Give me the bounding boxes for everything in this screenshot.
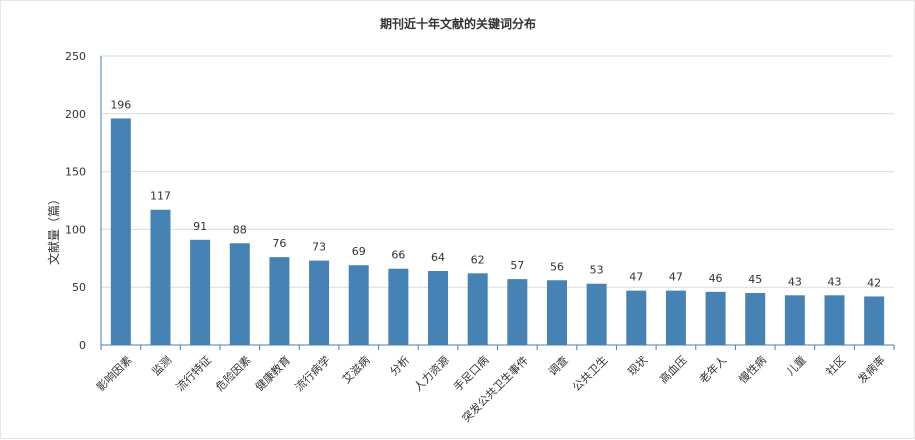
y-axis-ticks: 0 50 100 150 200 250 — [65, 50, 86, 352]
bar — [428, 271, 449, 345]
x-tick-label: 社区 — [823, 353, 848, 378]
bar — [309, 260, 330, 345]
y-tick-label: 250 — [65, 50, 86, 63]
data-label: 45 — [748, 273, 762, 286]
x-tick-label: 突发公共卫生事件 — [459, 353, 531, 425]
data-label: 64 — [431, 251, 445, 264]
data-label: 43 — [828, 275, 842, 288]
x-tick-label: 人力资源 — [411, 353, 452, 394]
bar — [110, 118, 131, 345]
chart-title: 期刊近十年文献的关键词分布 — [380, 16, 536, 31]
x-tick-label: 影响因素 — [94, 354, 134, 394]
data-label: 69 — [352, 245, 366, 258]
data-label: 73 — [312, 241, 326, 254]
data-label: 88 — [233, 223, 247, 236]
x-tick-label: 健康教育 — [252, 353, 293, 394]
bar — [229, 243, 250, 345]
x-tick-label: 调查 — [545, 353, 570, 378]
grid-lines — [101, 55, 894, 288]
x-tick-label: 老年人 — [696, 353, 729, 386]
x-tick-label: 发病率 — [855, 353, 888, 386]
x-tick-label: 现状 — [625, 353, 650, 378]
data-label: 57 — [510, 259, 524, 272]
bar — [586, 283, 607, 345]
x-tick-label: 危险因素 — [213, 353, 254, 394]
data-label: 76 — [272, 237, 286, 250]
x-tick-label: 儿童 — [783, 353, 808, 378]
x-tick-label: 高血压 — [656, 353, 689, 386]
bar — [745, 292, 766, 345]
data-label: 47 — [629, 271, 643, 284]
data-label: 56 — [550, 260, 564, 273]
bar — [546, 280, 567, 345]
bar — [150, 209, 171, 345]
data-label: 53 — [590, 264, 604, 277]
data-label: 62 — [471, 253, 485, 266]
x-tick-label: 监测 — [150, 354, 175, 379]
data-label: 91 — [193, 220, 207, 233]
data-label: 46 — [709, 272, 723, 285]
data-label: 66 — [391, 249, 405, 262]
data-labels: 196 117 91 88 76 73 69 66 64 62 57 56 53 47 47 46 45 43 43… — [110, 98, 881, 289]
y-tick-label: 50 — [72, 281, 86, 294]
y-tick-label: 200 — [65, 108, 86, 121]
bar — [388, 268, 409, 345]
data-label: 42 — [867, 276, 881, 289]
x-tick-label: 分析 — [387, 353, 412, 378]
y-tick-label: 0 — [79, 339, 86, 352]
x-axis-ticks: 影响因素 监测 流行特征 危险因素 健康教育 流行病学 艾滋病 分析 人力资源 手足口病突发公共卫… — [94, 345, 895, 425]
x-tick-label: 慢性病 — [736, 353, 769, 386]
bar — [824, 295, 845, 345]
data-label: 47 — [669, 271, 683, 284]
bars — [110, 118, 885, 345]
y-axis-label: 文献量（篇） — [46, 193, 61, 265]
bar — [626, 290, 647, 345]
bar — [665, 290, 686, 345]
data-label: 43 — [788, 275, 802, 288]
x-tick-label: 手足口病 — [450, 353, 491, 394]
x-tick-label: 公共卫生 — [569, 353, 610, 394]
x-tick-label: 流行病学 — [292, 353, 333, 394]
bar — [705, 291, 726, 345]
bar — [190, 239, 211, 345]
bar — [784, 295, 805, 345]
y-tick-label: 100 — [65, 223, 86, 236]
bar — [467, 273, 488, 345]
x-tick-label: 艾滋病 — [339, 353, 372, 386]
x-tick-label: 流行特征 — [173, 353, 214, 394]
bar — [864, 296, 885, 345]
bar — [507, 279, 528, 345]
bar — [269, 257, 290, 345]
data-label: 117 — [150, 190, 171, 203]
bar — [348, 265, 369, 345]
y-tick-label: 150 — [65, 166, 86, 179]
data-label: 196 — [110, 98, 131, 111]
